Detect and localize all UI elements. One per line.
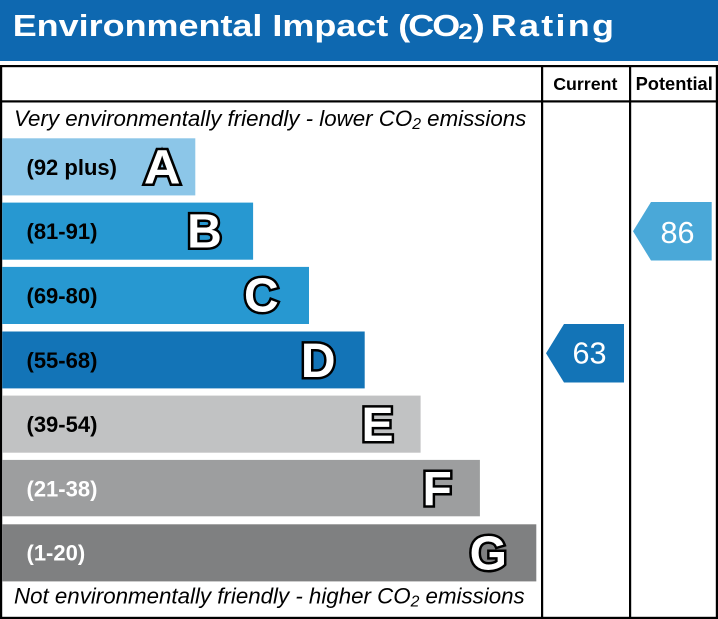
svg-text:Very environmentally friendly: Very environmentally friendly - lower CO… — [14, 106, 526, 133]
svg-text:G: G — [470, 528, 507, 581]
svg-text:B: B — [187, 205, 222, 258]
svg-text:(92 plus): (92 plus) — [27, 155, 117, 180]
svg-text:C: C — [244, 270, 279, 323]
svg-text:(39-54): (39-54) — [27, 412, 98, 437]
svg-text:Potential: Potential — [636, 73, 713, 94]
svg-text:63: 63 — [572, 337, 606, 371]
svg-text:(69-80): (69-80) — [27, 283, 98, 308]
svg-text:Environmental Impact (CO2) Rat: Environmental Impact (CO2) Rating — [13, 9, 617, 45]
svg-text:F: F — [422, 463, 451, 516]
svg-text:(81-91): (81-91) — [27, 219, 98, 244]
svg-text:E: E — [361, 399, 393, 452]
svg-text:(1-20): (1-20) — [27, 541, 86, 566]
svg-text:(21-38): (21-38) — [27, 476, 98, 501]
svg-text:A: A — [144, 141, 181, 195]
svg-text:Not environmentally friendly -: Not environmentally friendly - higher CO… — [14, 583, 525, 610]
svg-text:(55-68): (55-68) — [27, 348, 98, 373]
svg-text:86: 86 — [660, 216, 694, 250]
svg-text:D: D — [301, 335, 336, 388]
svg-text:Current: Current — [553, 74, 617, 94]
